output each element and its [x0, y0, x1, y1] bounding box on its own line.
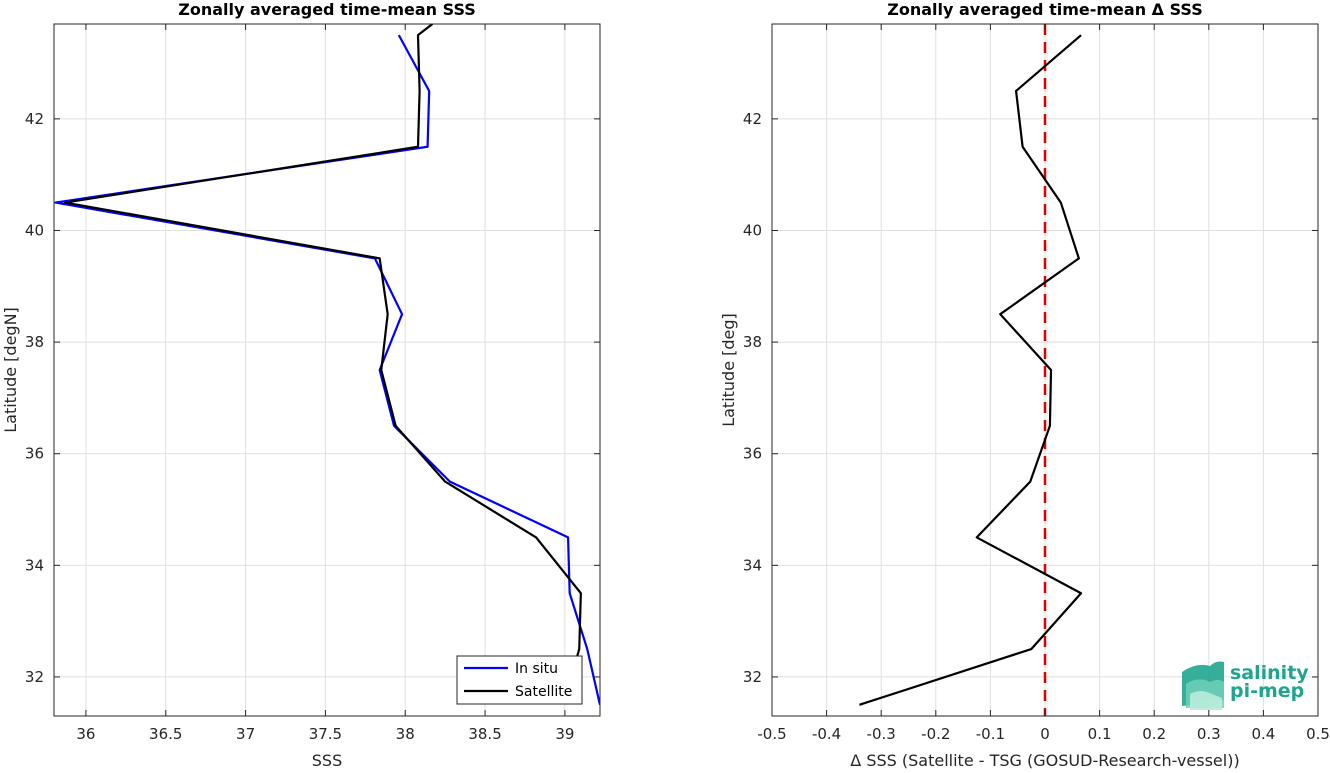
x-axis-label-sss: SSS: [312, 751, 342, 769]
x-tick-label: 38: [396, 725, 415, 743]
panel-delta-sss: -0.5 -0.4 -0.3 -0.2 -0.1 0 0.1 0.2 0.3 0.4 0.5 32 34…: [719, 0, 1330, 770]
x-tick-label: -0.5: [757, 725, 786, 743]
panel-sss: 36 36.5 37 37.5 38 38.5 39 32 34 36 38 40 42 Zonally…: [1, 0, 601, 770]
chart-title-sss: Zonally averaged time-mean SSS: [178, 0, 476, 19]
legend-label-satellite: Satellite: [515, 684, 572, 700]
x-tick-label: 0.3: [1197, 725, 1221, 743]
logo-text-salinity: salinity: [1230, 662, 1309, 684]
x-tick-label: 36: [76, 725, 95, 743]
y-tick-label: 32: [743, 668, 762, 686]
y-tick-label: 40: [25, 221, 44, 239]
series-satellite-line: [64, 24, 582, 661]
chart-title-delta-sss: Zonally averaged time-mean Δ SSS: [887, 0, 1203, 19]
plot-area-sss: [54, 24, 600, 716]
x-tick-label: 37.5: [309, 725, 342, 743]
x-tick-label: 0.2: [1142, 725, 1166, 743]
legend: In situ Satellite: [456, 655, 583, 705]
salinity-pi-mep-logo: salinity pi-mep: [1182, 661, 1309, 710]
series-group-sss: [54, 24, 600, 706]
x-tick-label: 37: [236, 725, 255, 743]
x-tick-label: -0.3: [867, 725, 896, 743]
series-group-delta-sss: [859, 24, 1083, 716]
x-tick-label: -0.4: [812, 725, 841, 743]
series-in-situ-line: [54, 34, 600, 706]
series-delta-sss-line: [859, 34, 1083, 706]
y-tick-label: 32: [25, 668, 44, 686]
y-tick-label: 34: [743, 556, 762, 574]
y-tick-label: 34: [25, 556, 44, 574]
y-tick-label: 40: [743, 221, 762, 239]
y-tick-label: 36: [743, 445, 762, 463]
x-tick-label: -0.2: [921, 725, 950, 743]
ticks-delta-sss: -0.5 -0.4 -0.3 -0.2 -0.1 0 0.1 0.2 0.3 0.4 0.5 32 34…: [743, 24, 1330, 743]
grid-sss: [54, 24, 600, 716]
x-tick-label: 0.4: [1251, 725, 1275, 743]
axes-frame-sss: [53, 23, 601, 717]
y-axis-label-sss: Latitude [degN]: [1, 307, 20, 433]
x-tick-label: 0.5: [1306, 725, 1330, 743]
y-tick-label: 42: [25, 110, 44, 128]
x-tick-label: 36.5: [149, 725, 182, 743]
y-axis-label-delta-sss: Latitude [deg]: [719, 313, 738, 427]
y-tick-label: 42: [743, 110, 762, 128]
logo-wave-icon: [1182, 661, 1224, 710]
y-tick-label: 38: [25, 333, 44, 351]
x-tick-label: 0.1: [1088, 725, 1112, 743]
x-tick-label: 0: [1040, 725, 1050, 743]
y-tick-label: 38: [743, 333, 762, 351]
x-tick-label: 38.5: [468, 725, 501, 743]
legend-box: [456, 655, 583, 705]
x-tick-label: 39: [555, 725, 574, 743]
x-axis-label-delta-sss: Δ SSS (Satellite - TSG (GOSUD-Research-v…: [850, 751, 1239, 769]
ticks-sss: 36 36.5 37 37.5 38 38.5 39 32 34 36 38 40 42: [25, 24, 600, 743]
y-tick-label: 36: [25, 445, 44, 463]
legend-label-in-situ: In situ: [515, 661, 558, 677]
x-tick-label: -0.1: [976, 725, 1005, 743]
logo-text-pi-mep: pi-mep: [1230, 680, 1304, 702]
